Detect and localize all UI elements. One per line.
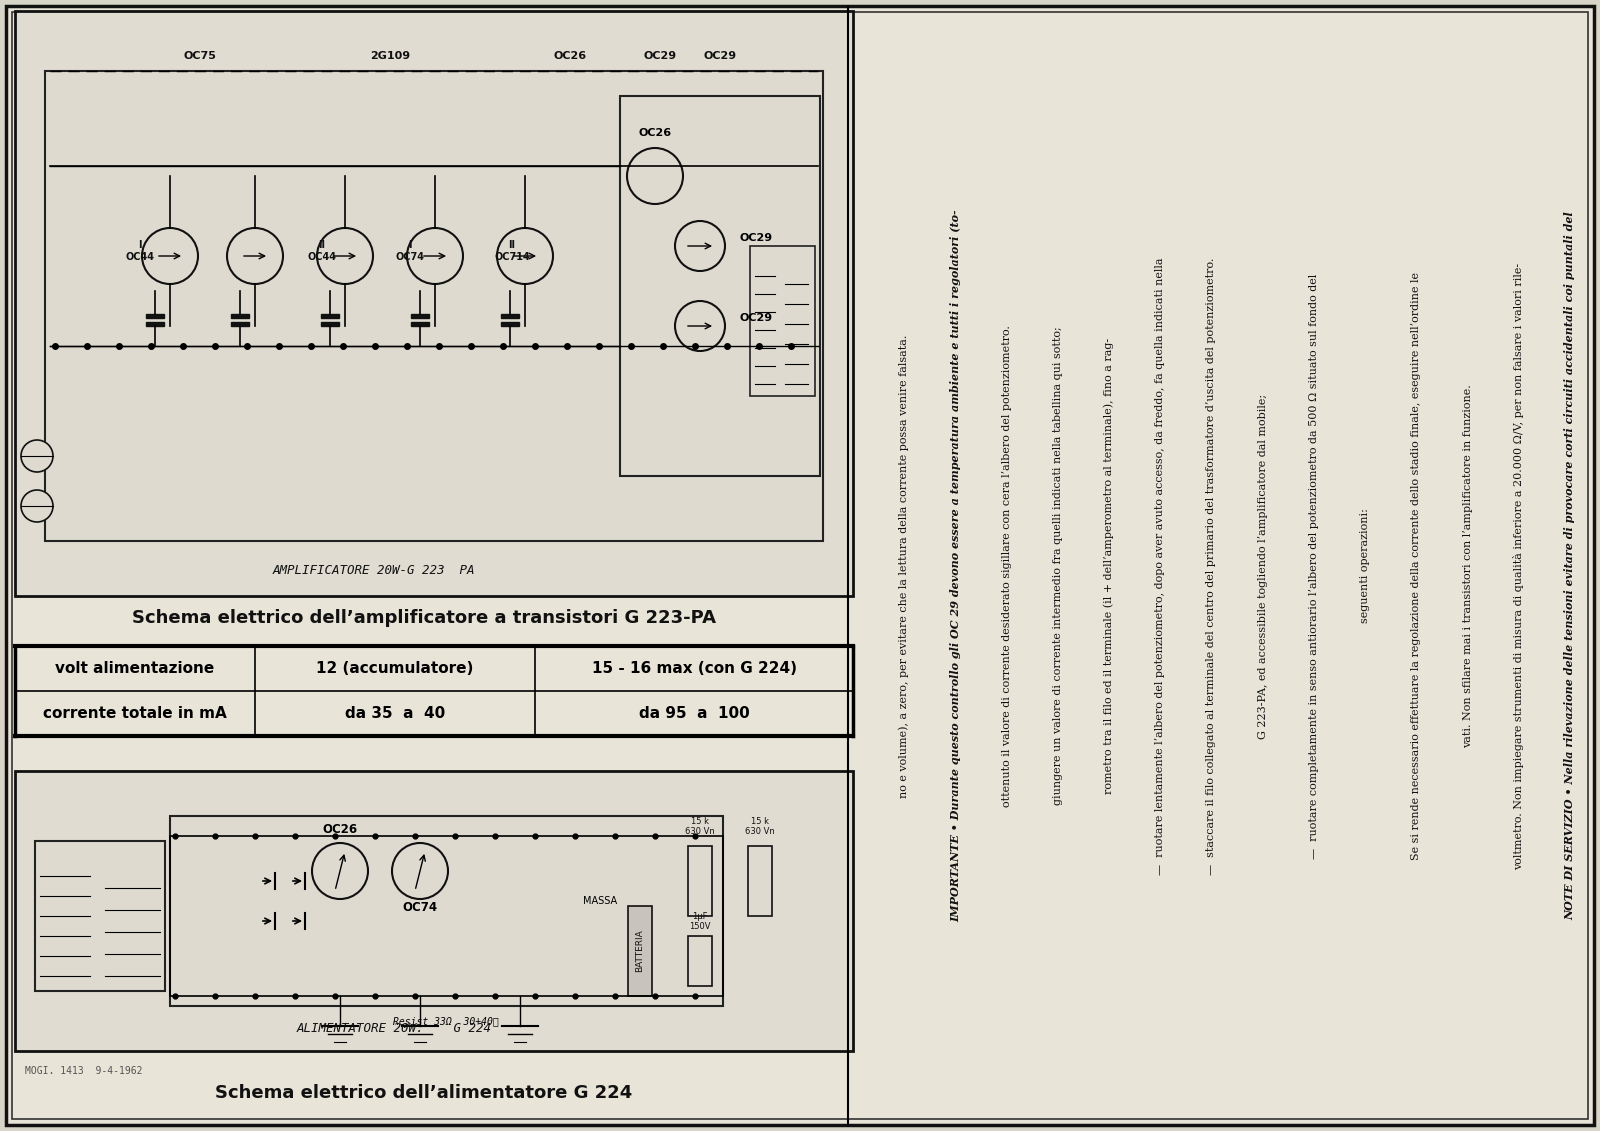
Bar: [14, 771, 853, 1051]
Bar: [749, 846, 771, 916]
Text: ottenuto il valore di corrente desiderato sigillare con cera l’albero del potenz: ottenuto il valore di corrente desiderat…: [1002, 325, 1011, 806]
Text: 2G109: 2G109: [370, 51, 410, 61]
Text: OC29: OC29: [739, 233, 773, 243]
Text: seguenti operazioni:: seguenti operazioni:: [1360, 509, 1370, 623]
Text: corrente totale in mA: corrente totale in mA: [43, 706, 227, 720]
Circle shape: [675, 301, 725, 351]
Text: giungere un valore di corrente intermedio fra quelli indicati nella tabellina qu: giungere un valore di corrente intermedi…: [1053, 327, 1062, 805]
Bar: [688, 846, 712, 916]
Text: no e volume), a zero, per evitare che la lettura della corrente possa venire fal: no e volume), a zero, per evitare che la…: [899, 335, 909, 797]
Text: OC29: OC29: [704, 51, 736, 61]
Text: G 223-PA, ed accessibile togliendo l’amplificatore dal mobile;: G 223-PA, ed accessibile togliendo l’amp…: [1258, 394, 1267, 739]
Text: II
OC44: II OC44: [307, 240, 336, 261]
Text: OC26: OC26: [323, 823, 357, 836]
Text: da 95  a  100: da 95 a 100: [638, 706, 749, 720]
Circle shape: [312, 843, 368, 899]
Text: 15 k
630 Vn: 15 k 630 Vn: [746, 817, 774, 836]
Text: da 35  a  40: da 35 a 40: [346, 706, 445, 720]
Bar: [750, 247, 814, 396]
Circle shape: [227, 228, 283, 284]
Text: OC75: OC75: [184, 51, 216, 61]
Circle shape: [627, 148, 683, 204]
Bar: [146, 314, 165, 318]
Text: —  staccare il filo collegato al terminale del centro del primario del trasforma: — staccare il filo collegato al terminal…: [1206, 258, 1216, 874]
Text: AMPLIFICATORE 20W-G 223  PA: AMPLIFICATORE 20W-G 223 PA: [272, 564, 475, 578]
Bar: [627, 906, 653, 996]
Text: NOTE DI SERVIZIO • Nella rilevazione delle tensioni evitare di provocare corti c: NOTE DI SERVIZIO • Nella rilevazione del…: [1565, 211, 1576, 921]
Text: —  ruotare lentamente l’albero del potenziometro, dopo aver avuto accesso, da fr: — ruotare lentamente l’albero del potenz…: [1155, 257, 1165, 874]
Bar: [230, 314, 250, 318]
Bar: [322, 314, 339, 318]
Bar: [688, 936, 712, 986]
Circle shape: [406, 228, 462, 284]
Text: MASSA: MASSA: [582, 896, 618, 906]
Bar: [621, 96, 819, 476]
Text: —  ruotare completamente in senso antiorario l’albero del potenziometro da 500 Ω: — ruotare completamente in senso antiora…: [1309, 274, 1318, 858]
Text: II
OC714: II OC714: [494, 240, 530, 261]
Text: voltmetro. Non impiegare strumenti di misura di qualità inferiore a 20.000 Ω/V, : voltmetro. Non impiegare strumenti di mi…: [1514, 262, 1525, 870]
Bar: [45, 71, 822, 541]
Circle shape: [392, 843, 448, 899]
Text: Schema elettrico dell’amplificatore a transistori G 223-PA: Schema elettrico dell’amplificatore a tr…: [131, 608, 717, 627]
Text: rometro tra il filo ed il terminale (il + dell’amperometro al terminale), fino a: rometro tra il filo ed il terminale (il …: [1104, 338, 1114, 794]
Text: Se si rende necessario effettuare la regolazione della corrente dello stadio fin: Se si rende necessario effettuare la reg…: [1411, 271, 1421, 860]
Text: IMPORTANTE • Durante questo controllo gli OC 29 devono essere a temperatura ambi: IMPORTANTE • Durante questo controllo gl…: [950, 209, 962, 922]
Bar: [501, 322, 518, 326]
Bar: [170, 815, 723, 1005]
Bar: [14, 11, 853, 596]
Text: 15 k
630 Vn: 15 k 630 Vn: [685, 817, 715, 836]
Circle shape: [675, 221, 725, 271]
Circle shape: [317, 228, 373, 284]
Text: vati. Non sfilare mai i transistori con l’amplificatore in funzione.: vati. Non sfilare mai i transistori con …: [1462, 385, 1472, 748]
Text: I
OC44: I OC44: [125, 240, 155, 261]
Text: Schema elettrico dell’alimentatore G 224: Schema elettrico dell’alimentatore G 224: [216, 1083, 632, 1102]
Circle shape: [498, 228, 554, 284]
Bar: [230, 322, 250, 326]
Text: 1μF
150V: 1μF 150V: [690, 912, 710, 931]
Bar: [411, 314, 429, 318]
Text: 15 - 16 max (con G 224): 15 - 16 max (con G 224): [592, 661, 797, 676]
Circle shape: [21, 490, 53, 523]
Circle shape: [21, 440, 53, 472]
Text: BATTERIA: BATTERIA: [635, 930, 645, 973]
Text: OC29: OC29: [739, 313, 773, 323]
Bar: [411, 322, 429, 326]
Bar: [146, 322, 165, 326]
Text: OC74: OC74: [403, 901, 437, 914]
Text: volt alimentazione: volt alimentazione: [56, 661, 214, 676]
Text: OC26: OC26: [554, 51, 587, 61]
Text: I
OC74: I OC74: [395, 240, 424, 261]
Bar: [501, 314, 518, 318]
Text: 12 (accumulatore): 12 (accumulatore): [317, 661, 474, 676]
Text: OC26: OC26: [638, 128, 672, 138]
Bar: [35, 841, 165, 991]
Text: ALIMENTATORE 20W.    G 224: ALIMENTATORE 20W. G 224: [296, 1022, 491, 1036]
Text: Resist 33Ω  30+40★: Resist 33Ω 30+40★: [394, 1016, 499, 1026]
Text: MOGI. 1413  9-4-1962: MOGI. 1413 9-4-1962: [26, 1067, 142, 1076]
Circle shape: [142, 228, 198, 284]
Text: OC29: OC29: [643, 51, 677, 61]
Bar: [322, 322, 339, 326]
